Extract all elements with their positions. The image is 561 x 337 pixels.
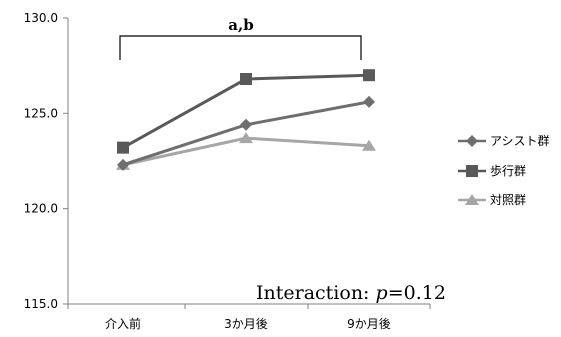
legend-marker <box>465 194 479 205</box>
y-axis-ticks: 115.0 120.0 125.0 130.0 <box>24 11 68 311</box>
x-axis-ticks: 介入前 3か月後 9か月後 <box>67 304 431 331</box>
data-point <box>363 69 375 82</box>
legend-item: 歩行群 <box>458 163 526 178</box>
x-tick-label: 介入前 <box>105 316 141 331</box>
series-2 <box>117 69 375 154</box>
bracket-line <box>119 35 362 60</box>
significance-label: a,b <box>228 16 253 34</box>
series-3 <box>116 132 376 170</box>
y-tick-label: 120.0 <box>24 202 58 216</box>
series-group <box>116 69 376 171</box>
p-value: =0.12 <box>388 282 446 304</box>
legend-marker <box>466 135 478 147</box>
series-1 <box>117 95 375 171</box>
legend-label: 歩行群 <box>490 163 526 178</box>
legend-item: 対照群 <box>458 193 526 207</box>
legend-label: アシスト群 <box>490 134 550 148</box>
interaction-note: Interaction: p=0.12 <box>256 282 446 304</box>
interaction-label: Interaction: <box>256 282 376 304</box>
legend-marker <box>466 165 478 177</box>
legend-item: アシスト群 <box>458 134 550 148</box>
data-point <box>240 118 252 131</box>
data-point <box>117 141 129 154</box>
data-point <box>240 73 252 86</box>
y-tick-label: 130.0 <box>24 11 58 25</box>
y-tick-label: 115.0 <box>24 297 58 311</box>
significance-bracket <box>119 35 362 60</box>
p-symbol: p <box>376 282 388 304</box>
data-point <box>117 158 129 171</box>
x-tick-label: 9か月後 <box>347 317 391 331</box>
y-tick-label: 125.0 <box>24 106 58 120</box>
legend-label: 対照群 <box>490 193 526 207</box>
data-point <box>362 139 376 151</box>
data-point <box>363 95 375 108</box>
axes <box>67 18 430 305</box>
x-tick-label: 3か月後 <box>224 317 268 331</box>
data-point <box>239 132 253 144</box>
